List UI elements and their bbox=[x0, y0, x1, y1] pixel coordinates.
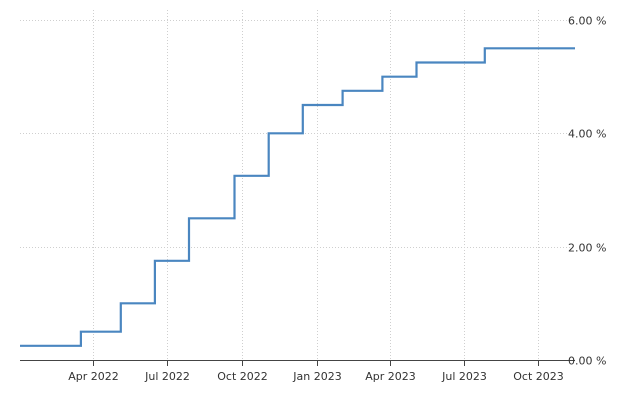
x-tick-label: Apr 2022 bbox=[68, 370, 119, 383]
x-tick-label: Jul 2023 bbox=[441, 370, 487, 383]
y-axis: 0.00 % 2.00 % 4.00 % 6.00 % bbox=[568, 15, 606, 368]
y-tick-label: 4.00 % bbox=[568, 128, 606, 141]
x-axis: Apr 2022 Jul 2022 Oct 2022 Jan 2023 Apr 2023… bbox=[20, 360, 575, 383]
x-tick-label: Jan 2023 bbox=[292, 370, 341, 383]
y-tick-label: 2.00 % bbox=[568, 242, 606, 255]
x-tick-label: Jul 2022 bbox=[144, 370, 190, 383]
x-tick-label: Apr 2023 bbox=[365, 370, 416, 383]
y-tick-label: 0.00 % bbox=[568, 355, 606, 368]
y-tick-label: 6.00 % bbox=[568, 15, 606, 28]
gridlines bbox=[20, 10, 575, 360]
rate-step-line bbox=[20, 47, 575, 347]
x-tick-label: Oct 2023 bbox=[513, 370, 564, 383]
series-layer bbox=[19, 47, 576, 347]
x-tick-label: Oct 2022 bbox=[217, 370, 268, 383]
